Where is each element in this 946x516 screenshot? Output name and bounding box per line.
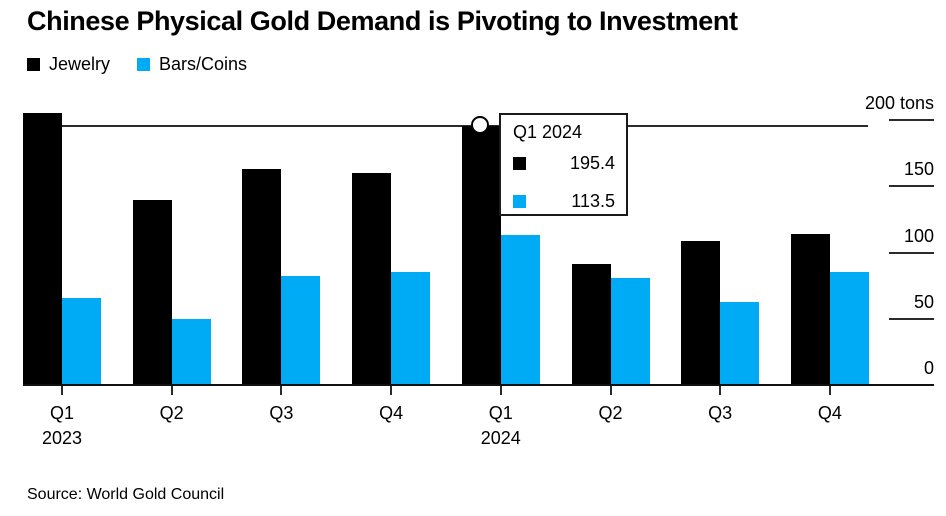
tooltip-bars-coins-swatch-icon xyxy=(513,195,526,208)
y-axis-label-50: 50 xyxy=(913,291,934,312)
source-credit: Source: World Gold Council xyxy=(27,486,225,503)
tooltip-row-jewelry: 195.4 xyxy=(513,153,615,174)
y-axis-tick-100 xyxy=(889,251,934,254)
x-axis-year-label-2024: 2024 xyxy=(480,428,521,448)
y-axis-tick-50 xyxy=(889,317,934,320)
bar-jewelry-q3-2024[interactable] xyxy=(681,240,721,385)
x-axis-year-label-2023: 2023 xyxy=(41,428,83,448)
x-axis-tick-q2-2023 xyxy=(170,386,173,395)
bar-bars-coins-q3-2023[interactable] xyxy=(281,276,321,385)
hover-point-marker xyxy=(471,116,489,134)
y-axis-label-100: 100 xyxy=(903,225,934,246)
bar-bars-coins-q2-2024[interactable] xyxy=(610,277,650,385)
x-axis-tick-q4-2023 xyxy=(390,386,393,395)
x-axis-tick-q4-2024 xyxy=(828,386,831,395)
jewelry-swatch-icon xyxy=(27,58,40,71)
x-axis-label-q1-2023: Q1 xyxy=(49,403,74,423)
y-axis-tick-150 xyxy=(889,185,934,188)
tooltip: Q1 2024 195.4 113.5 xyxy=(499,113,628,216)
legend-item-bars-coins: Bars/Coins xyxy=(137,54,247,75)
x-axis-label-q2-2024: Q2 xyxy=(598,403,623,423)
tooltip-jewelry-swatch-icon xyxy=(513,157,526,170)
x-axis-baseline xyxy=(23,384,934,386)
bar-jewelry-q2-2024[interactable] xyxy=(571,264,611,385)
tooltip-bars-coins-value: 113.5 xyxy=(571,191,615,211)
bar-bars-coins-q1-2023[interactable] xyxy=(62,297,101,385)
y-axis-tick-200 xyxy=(889,119,934,121)
bar-jewelry-q1-2024[interactable] xyxy=(461,126,501,385)
x-axis-label-q3-2024: Q3 xyxy=(708,403,733,423)
x-axis-label-q4-2023: Q4 xyxy=(379,403,404,423)
legend: Jewelry Bars/Coins xyxy=(27,54,247,75)
x-axis-tick-q2-2024 xyxy=(609,386,612,395)
hover-reference-line xyxy=(23,125,868,128)
x-axis-label-q4-2024: Q4 xyxy=(817,403,842,423)
tooltip-jewelry-value: 195.4 xyxy=(569,153,615,173)
tooltip-row-bars-coins: 113.5 xyxy=(513,191,615,212)
bar-bars-coins-q4-2023[interactable] xyxy=(391,272,431,385)
tooltip-title: Q1 2024 xyxy=(513,122,583,142)
y-axis-label-150: 150 xyxy=(903,159,934,180)
x-axis-tick-q3-2023 xyxy=(280,386,283,395)
bar-bars-coins-q1-2024[interactable] xyxy=(500,234,540,385)
x-axis-label-q1-2024: Q1 xyxy=(488,403,513,423)
x-axis-label-q2-2023: Q2 xyxy=(159,403,184,423)
x-axis-tick-q3-2024 xyxy=(719,386,722,395)
y-axis-label-0: 0 xyxy=(923,358,934,378)
bar-jewelry-q4-2023[interactable] xyxy=(352,173,392,385)
x-axis-label-q3-2023: Q3 xyxy=(269,403,294,423)
bar-bars-coins-q2-2023[interactable] xyxy=(171,318,211,385)
legend-label-jewelry: Jewelry xyxy=(49,54,111,74)
bars-coins-swatch-icon xyxy=(137,58,151,71)
bar-bars-coins-q4-2024[interactable] xyxy=(829,272,869,385)
bar-jewelry-q3-2023[interactable] xyxy=(242,169,282,385)
x-axis-tick-q1-2023 xyxy=(61,386,63,395)
chart-title: Chinese Physical Gold Demand is Pivoting… xyxy=(27,6,738,36)
bar-jewelry-q2-2023[interactable] xyxy=(132,199,172,385)
bar-jewelry-q1-2023[interactable] xyxy=(23,113,62,385)
bar-bars-coins-q3-2024[interactable] xyxy=(720,301,760,385)
legend-item-jewelry: Jewelry xyxy=(27,54,110,75)
y-axis-label-200: 200 tons xyxy=(864,93,934,113)
bar-jewelry-q4-2024[interactable] xyxy=(790,233,830,385)
x-axis-tick-q1-2024 xyxy=(499,386,502,395)
legend-label-bars-coins: Bars/Coins xyxy=(159,54,248,74)
